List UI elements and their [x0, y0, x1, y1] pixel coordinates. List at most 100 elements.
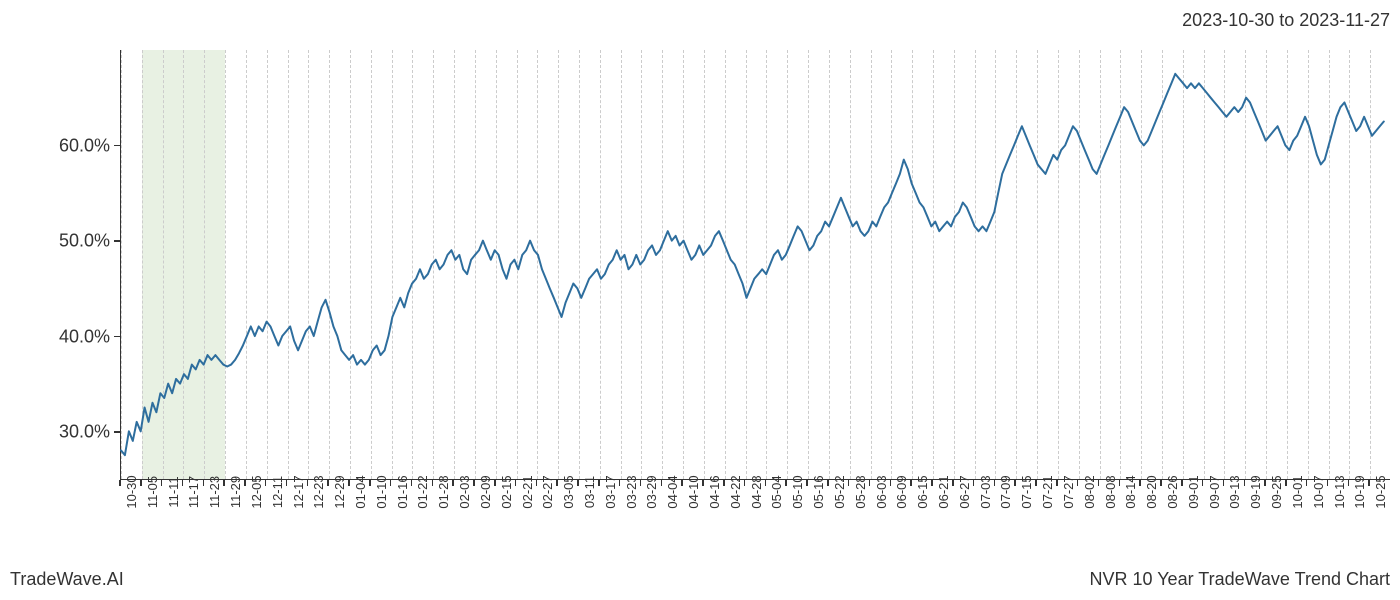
x-tick: [910, 480, 912, 486]
x-tick: [390, 480, 392, 486]
x-tick: [1181, 480, 1183, 486]
y-tick: [114, 145, 120, 147]
x-tick: [515, 480, 517, 486]
x-tick: [452, 480, 454, 486]
x-tick: [161, 480, 163, 486]
x-tick-label: 11-29: [228, 476, 243, 508]
x-tick: [348, 480, 350, 486]
x-tick: [619, 480, 621, 486]
x-tick-label: 09-19: [1248, 475, 1263, 508]
x-tick-label: 06-15: [915, 475, 930, 508]
x-tick: [1077, 480, 1079, 486]
x-tick: [556, 480, 558, 486]
y-tick-label: 50.0%: [59, 231, 110, 252]
x-tick: [702, 480, 704, 486]
x-tick: [244, 480, 246, 486]
x-tick-label: 11-05: [145, 476, 160, 508]
x-tick: [1264, 480, 1266, 486]
x-tick: [640, 480, 642, 486]
x-tick-label: 06-03: [874, 475, 889, 508]
x-tick: [723, 480, 725, 486]
x-tick: [973, 480, 975, 486]
x-tick-label: 12-17: [291, 475, 306, 508]
x-tick: [1056, 480, 1058, 486]
chart-plot-area: [120, 50, 1390, 480]
x-tick-label: 01-28: [436, 475, 451, 508]
x-tick-label: 03-17: [603, 475, 618, 508]
y-tick: [114, 431, 120, 433]
x-tick: [307, 480, 309, 486]
x-tick-label: 02-03: [457, 475, 472, 508]
x-tick-label: 01-10: [374, 475, 389, 508]
footer-brand: TradeWave.AI: [10, 569, 124, 590]
x-tick-label: 10-07: [1311, 475, 1326, 508]
x-tick-label: 05-16: [811, 475, 826, 508]
x-tick: [577, 480, 579, 486]
x-tick: [1035, 480, 1037, 486]
x-tick-label: 06-27: [957, 475, 972, 508]
x-tick-label: 10-25: [1373, 475, 1388, 508]
x-tick-label: 08-08: [1103, 475, 1118, 508]
x-tick-label: 01-04: [353, 475, 368, 508]
x-tick-label: 03-11: [582, 476, 597, 508]
x-tick: [182, 480, 184, 486]
x-tick-label: 02-15: [499, 475, 514, 508]
x-tick: [994, 480, 996, 486]
x-tick-label: 08-14: [1123, 475, 1138, 508]
x-tick: [1014, 480, 1016, 486]
x-tick-label: 12-05: [249, 475, 264, 508]
x-tick-label: 06-21: [936, 475, 951, 508]
x-tick-label: 07-27: [1061, 475, 1076, 508]
x-tick: [1285, 480, 1287, 486]
x-tick-label: 07-03: [978, 475, 993, 508]
x-tick-label: 08-26: [1165, 475, 1180, 508]
x-tick: [1348, 480, 1350, 486]
x-tick-label: 11-11: [166, 476, 181, 507]
x-tick: [327, 480, 329, 486]
x-tick: [411, 480, 413, 486]
x-tick: [494, 480, 496, 486]
x-tick-label: 01-16: [395, 475, 410, 508]
footer-chart-title: NVR 10 Year TradeWave Trend Chart: [1090, 569, 1391, 590]
x-tick-label: 07-21: [1040, 475, 1055, 508]
x-tick: [598, 480, 600, 486]
x-tick-label: 10-13: [1332, 475, 1347, 508]
x-tick: [827, 480, 829, 486]
x-tick: [1119, 480, 1121, 486]
y-tick: [114, 336, 120, 338]
x-tick-label: 05-10: [790, 475, 805, 508]
x-tick-label: 03-29: [644, 475, 659, 508]
x-tick: [265, 480, 267, 486]
x-tick: [1368, 480, 1370, 486]
x-tick-label: 12-11: [270, 476, 285, 508]
x-tick: [1244, 480, 1246, 486]
x-tick-label: 12-29: [332, 475, 347, 508]
x-tick-label: 08-20: [1144, 475, 1159, 508]
x-tick: [432, 480, 434, 486]
x-tick-label: 04-16: [707, 475, 722, 508]
x-tick-label: 11-17: [186, 476, 201, 508]
x-tick-label: 03-23: [624, 475, 639, 508]
x-tick: [223, 480, 225, 486]
x-tick-label: 07-15: [1019, 475, 1034, 508]
x-tick: [744, 480, 746, 486]
x-tick-label: 05-28: [853, 475, 868, 508]
x-tick-label: 04-28: [749, 475, 764, 508]
x-tick-label: 02-21: [520, 475, 535, 508]
x-tick: [369, 480, 371, 486]
trend-line: [121, 50, 1390, 479]
x-tick: [1139, 480, 1141, 486]
x-tick: [785, 480, 787, 486]
x-tick-label: 10-19: [1352, 475, 1367, 508]
y-tick-label: 60.0%: [59, 135, 110, 156]
x-tick-label: 02-09: [478, 475, 493, 508]
x-tick: [536, 480, 538, 486]
y-tick-label: 30.0%: [59, 422, 110, 443]
x-tick-label: 09-25: [1269, 475, 1284, 508]
x-tick-label: 12-23: [311, 475, 326, 508]
x-tick: [140, 480, 142, 486]
x-tick-label: 09-01: [1186, 475, 1201, 508]
x-tick-label: 04-22: [728, 475, 743, 508]
x-tick: [1160, 480, 1162, 486]
x-tick: [1202, 480, 1204, 486]
